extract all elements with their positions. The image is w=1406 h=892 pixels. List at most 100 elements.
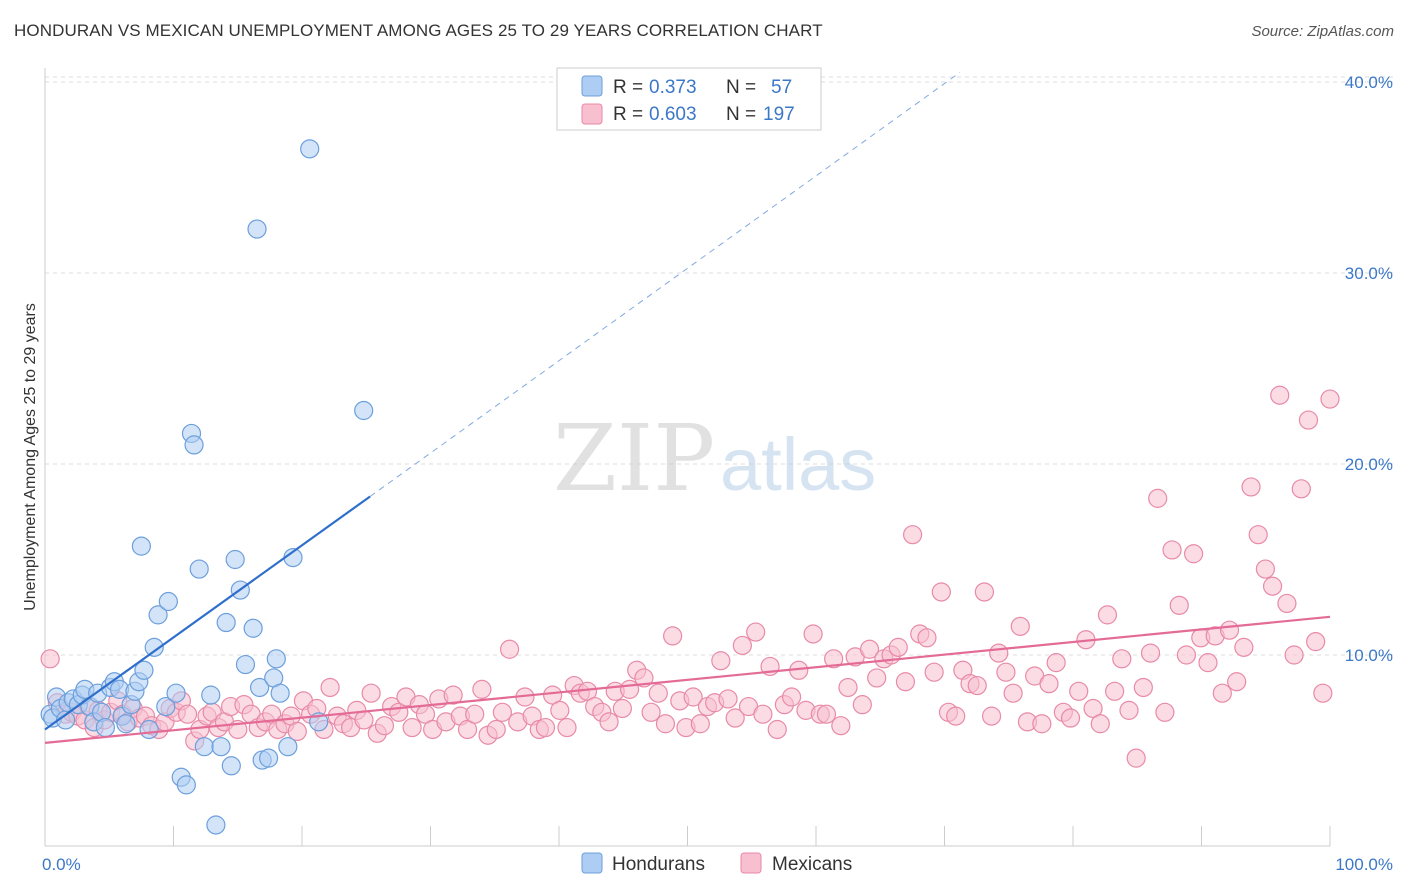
mexican-point [816,704,837,724]
mexican-point [1212,683,1232,703]
honduran-point [221,756,241,776]
y-tick-label: 20.0% [1345,455,1393,474]
honduran-point [184,435,204,455]
mexican-point [557,717,577,738]
hondurans-points [40,139,374,835]
legend-n-value-mexicans: 197 [763,104,795,125]
mexican-point [648,683,668,703]
mexican-point [402,717,422,738]
honduran-point [235,654,256,675]
mexican-point [486,719,506,740]
mexican-point [535,717,556,738]
mexican-point [967,675,987,696]
mexican-trend-line [44,615,1331,744]
honduran-point [131,536,151,556]
mexican-point [683,687,703,707]
mexican-point [1105,681,1125,701]
honduran-point [95,717,115,738]
mexican-point [1248,525,1268,545]
mexican-point [1234,637,1254,657]
mexican-point [1039,674,1059,694]
mexican-point [753,704,773,724]
honduran-point [270,683,290,703]
mexican-point [974,582,994,602]
mexican-point [465,704,485,724]
mexican-point [1198,653,1218,673]
mexican-point [663,626,683,646]
mexican-point [803,624,823,644]
mexican-point [718,689,738,709]
mexican-point [924,662,944,682]
mexican-point [177,704,198,724]
legend-n-value-hondurans: 57 [771,77,792,98]
mexican-point [917,628,937,648]
mexican-point [374,716,395,736]
chart-title: HONDURAN VS MEXICAN UNEMPLOYMENT AMONG A… [14,21,823,40]
honduran-point [116,714,136,734]
legend-swatch-hondurans [581,75,603,97]
bottom-legend-swatch-hondurans [581,852,603,874]
honduran-point [166,683,186,703]
mexican-point [612,698,632,719]
y-tick-label: 10.0% [1345,646,1393,665]
mexican-point [1270,385,1290,405]
mexican-point [1241,477,1261,497]
mexican-point [1119,700,1139,720]
mexican-point [492,702,512,722]
mexican-point [354,710,374,730]
bottom-legend-label-mexicans: Mexicans [772,854,852,875]
legend-r-value-hondurans: 0.373 [649,77,697,98]
mexican-point [1069,681,1089,701]
mexican-point [287,721,307,742]
mexican-point [1255,559,1275,579]
y-tick-label: 40.0% [1345,73,1393,92]
mexican-point [1284,645,1304,665]
honduran-point [258,748,279,768]
mexican-point [1090,714,1110,734]
mexican-point [711,651,731,671]
mexican-point [1184,544,1204,564]
watermark: ZIP atlas [553,405,876,512]
source-label: Source: ZipAtlas.com [1251,23,1394,40]
honduran-point [243,618,263,638]
honduran-point [156,696,176,717]
mexican-point [634,668,654,688]
mexican-point [831,716,851,736]
honduran-point [278,737,298,757]
mexican-point [1162,540,1182,560]
mexican-point [895,672,916,692]
mexican-point [361,683,381,703]
mexican-point [1097,605,1118,625]
mexican-point [1227,672,1247,692]
mexican-point [1148,488,1168,508]
honduran-point [216,612,236,633]
mexican-point [1046,653,1066,673]
mexican-point [1010,616,1030,636]
mexican-point [767,719,787,740]
mexican-point [996,662,1016,682]
mexican-point [443,685,463,705]
mexican-point [1003,683,1023,703]
bottom-legend: Hondurans Mexicans [581,852,852,875]
mexican-point [824,649,844,669]
mexican-point [725,708,745,728]
mexican-point [981,706,1002,726]
legend-swatch-mexicans [581,103,603,125]
y-axis-title: Unemployment Among Ages 25 to 29 years [22,303,39,611]
honduran-point [194,737,214,757]
honduran-point [158,591,178,612]
mexican-point [1298,410,1319,430]
honduran-point [211,737,231,757]
legend-n-label-hondurans: N = [726,77,756,98]
honduran-point [266,649,286,669]
mexican-point [989,643,1009,663]
mexican-point [1306,632,1326,652]
honduran-point [300,139,320,159]
honduran-point [134,660,154,680]
bottom-legend-label-hondurans: Hondurans [612,854,705,875]
honduran-point [201,685,221,705]
mexican-point [690,714,710,734]
mexican-point [888,637,908,657]
mexican-point [1169,595,1189,615]
